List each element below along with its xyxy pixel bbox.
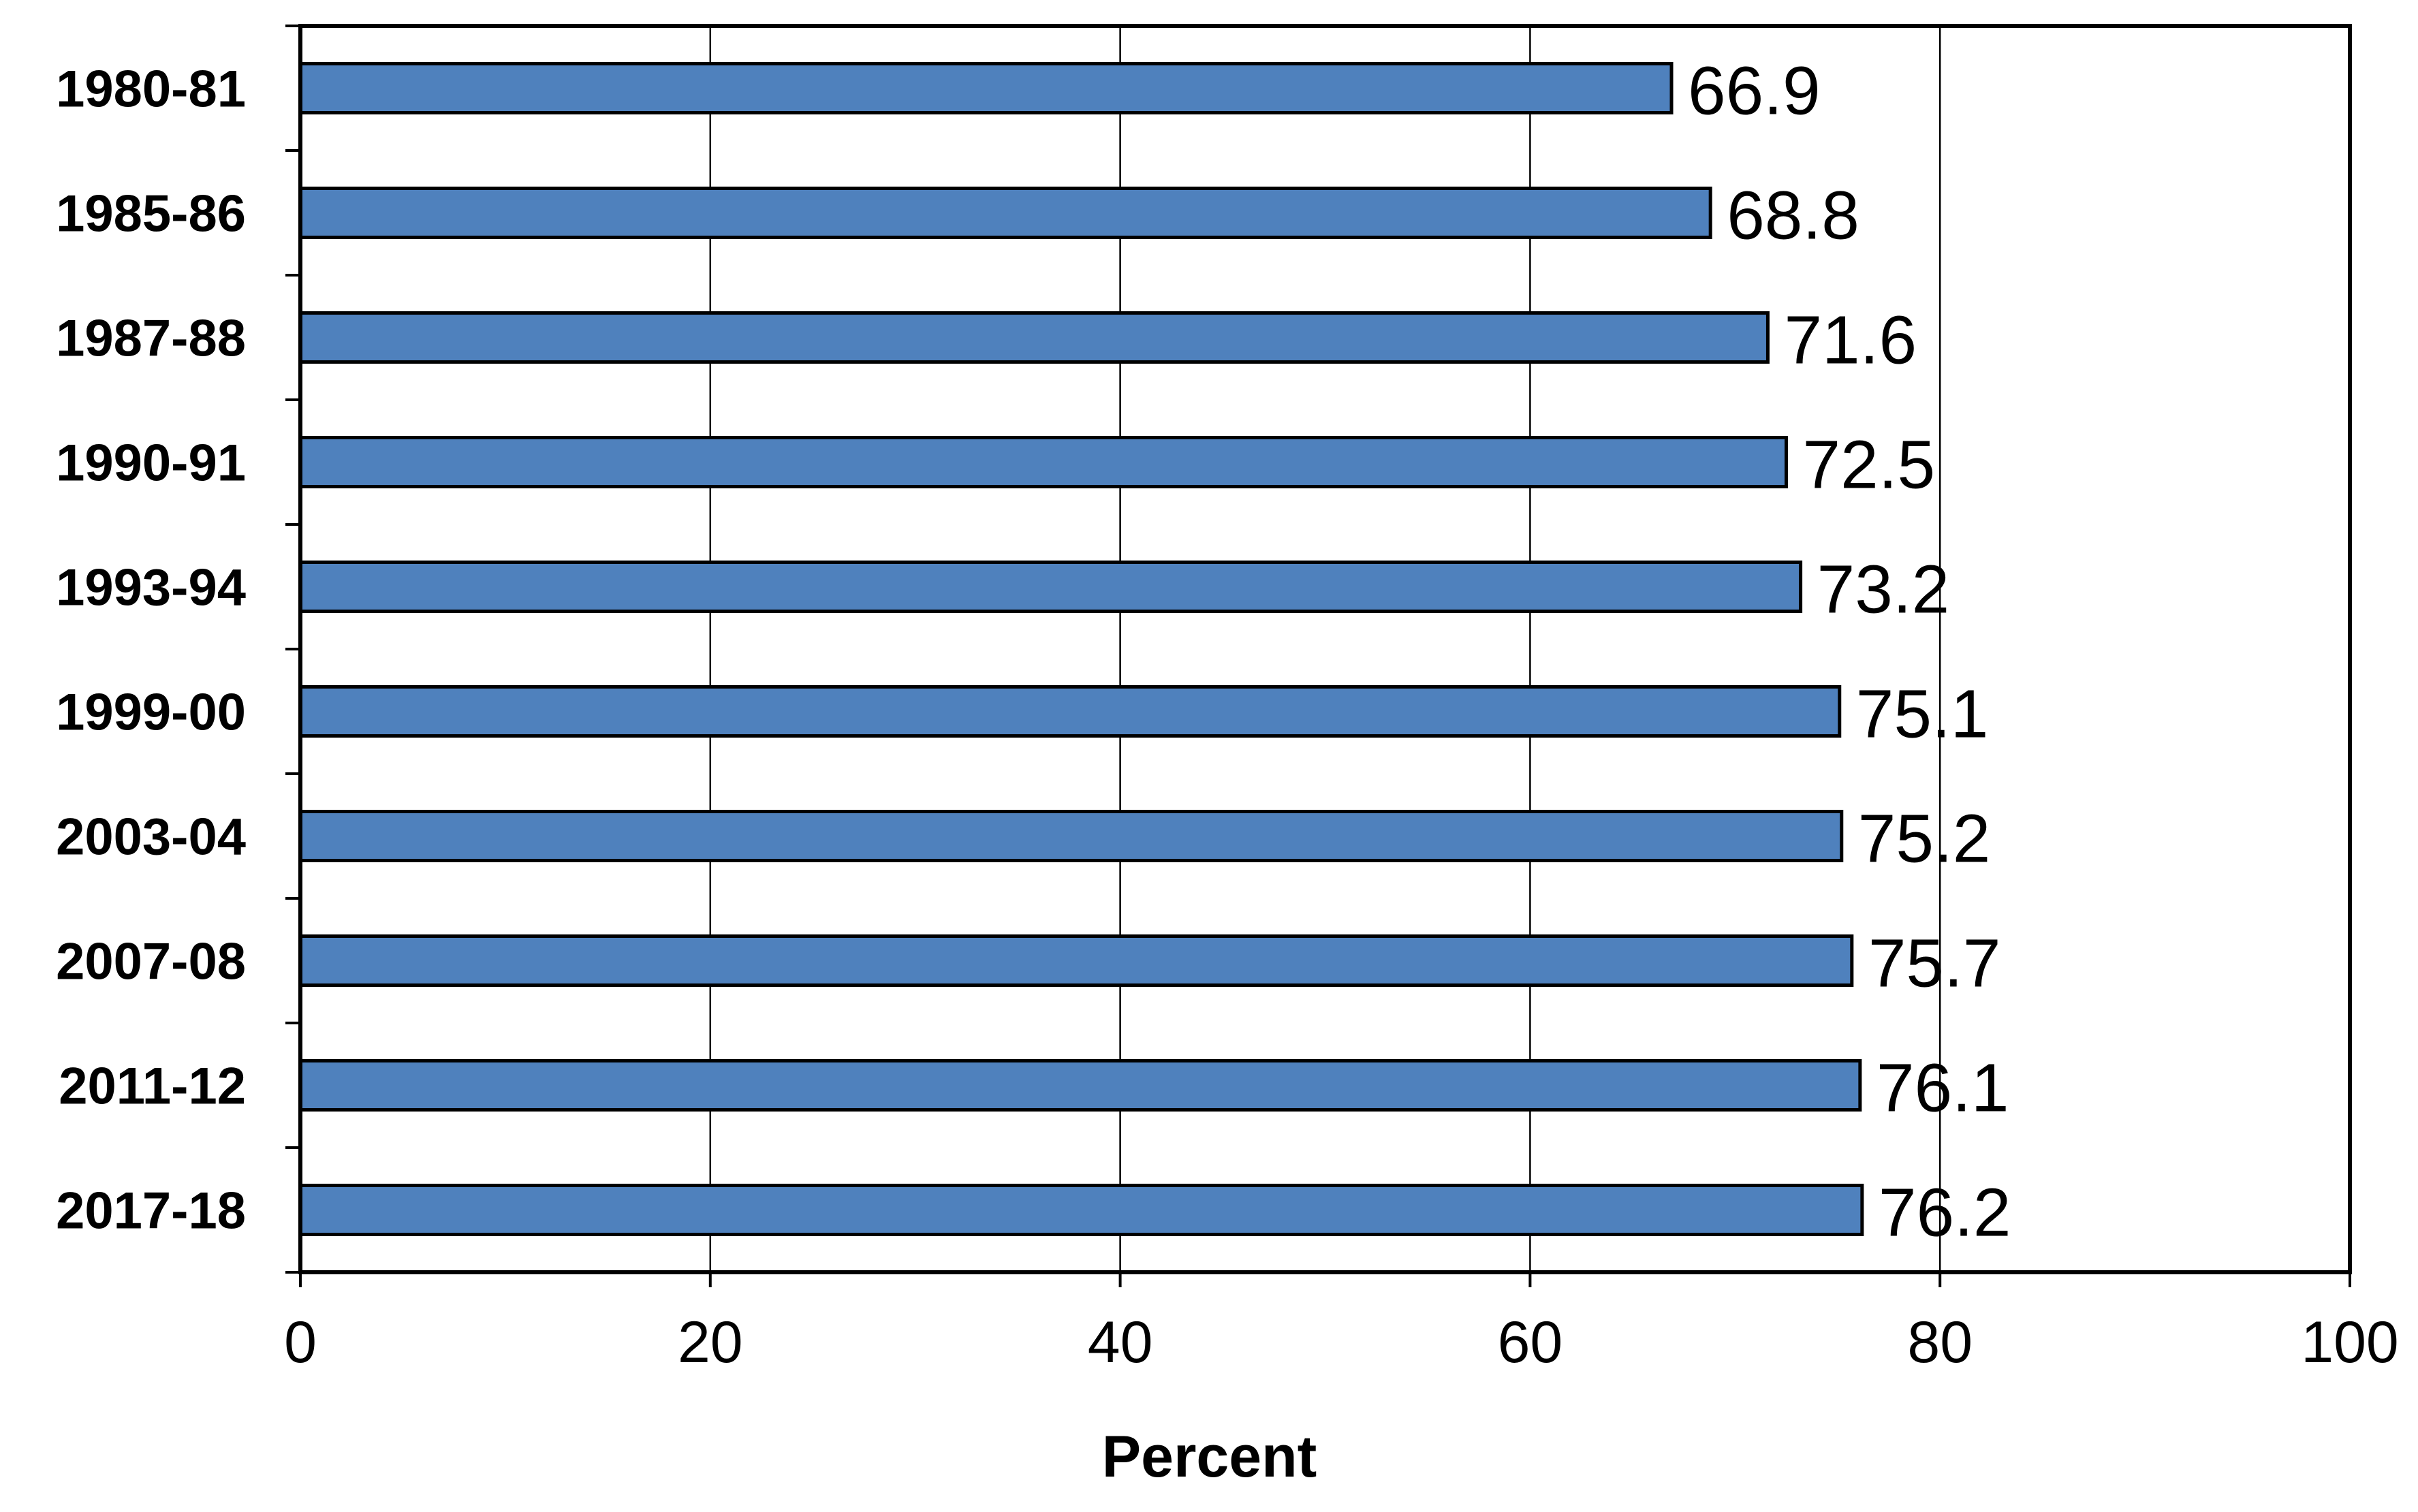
bar-value-label: 76.2 — [1879, 1175, 2011, 1251]
y-category-label: 1993-94 — [56, 559, 246, 617]
x-tick-label: 0 — [284, 1310, 317, 1375]
y-category-label: 1980-81 — [56, 61, 246, 119]
x-axis-title: Percent — [1102, 1424, 1317, 1490]
y-category-label: 2003-04 — [56, 808, 246, 866]
bar-value-label: 75.7 — [1868, 926, 2001, 1002]
value-labels: 66.9 68.8 71.6 72.5 73.2 75.1 75.2 75.7 76.1 76.2 — [1688, 53, 2011, 1251]
bar-2007-08 — [298, 934, 1854, 987]
bar-1999-00 — [298, 685, 1842, 738]
bar-value-label: 76.1 — [1877, 1050, 2009, 1127]
bars — [298, 62, 1864, 1236]
bar-1993-94 — [298, 561, 1803, 613]
y-category-label: 2017-18 — [56, 1182, 246, 1240]
bar-2011-12 — [298, 1059, 1862, 1112]
y-category-label: 1985-86 — [56, 185, 246, 243]
bar-value-label: 73.2 — [1817, 552, 1950, 628]
x-tick-label: 100 — [2301, 1310, 2399, 1375]
x-tick-label: 20 — [678, 1310, 743, 1375]
bar-value-label: 75.1 — [1856, 676, 1989, 753]
bar-value-label: 72.5 — [1803, 427, 1936, 503]
y-category-label: 1987-88 — [56, 310, 246, 368]
bar-value-label: 68.8 — [1727, 178, 1859, 254]
bar-1980-81 — [298, 62, 1674, 114]
bar-value-label: 75.2 — [1858, 801, 1991, 877]
x-tick-label: 60 — [1498, 1310, 1563, 1375]
x-tick-label: 40 — [1088, 1310, 1153, 1375]
y-category-label: 1990-91 — [56, 435, 246, 492]
bar-1990-91 — [298, 436, 1789, 488]
x-axis: 0 20 40 60 80 100 — [284, 1272, 2399, 1375]
bar-1985-86 — [298, 187, 1712, 239]
y-category-label: 2007-08 — [56, 933, 246, 991]
bar-2017-18 — [298, 1184, 1864, 1236]
y-axis: 1980-81 1985-86 1987-88 1990-91 1993-94 1999-… — [56, 25, 300, 1274]
x-tick-label: 80 — [1907, 1310, 1973, 1375]
bar-value-label: 66.9 — [1688, 53, 1821, 129]
y-category-label: 2011-12 — [59, 1058, 246, 1116]
bar-value-label: 71.6 — [1784, 302, 1917, 379]
bar-2003-04 — [298, 810, 1844, 862]
y-category-label: 1999-00 — [56, 684, 246, 742]
bar-1987-88 — [298, 311, 1770, 364]
